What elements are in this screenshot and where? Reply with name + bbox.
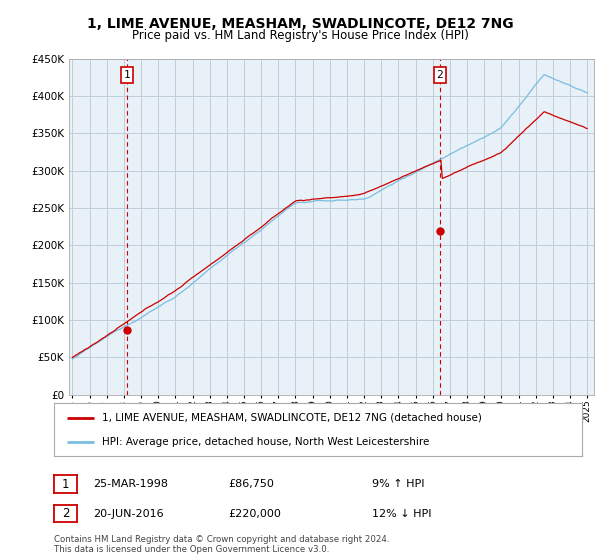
Text: HPI: Average price, detached house, North West Leicestershire: HPI: Average price, detached house, Nort…: [101, 437, 429, 447]
Text: 20-JUN-2016: 20-JUN-2016: [93, 508, 164, 519]
Text: 12% ↓ HPI: 12% ↓ HPI: [372, 508, 431, 519]
Text: 2: 2: [62, 507, 69, 520]
Text: Price paid vs. HM Land Registry's House Price Index (HPI): Price paid vs. HM Land Registry's House …: [131, 29, 469, 42]
Text: 1, LIME AVENUE, MEASHAM, SWADLINCOTE, DE12 7NG (detached house): 1, LIME AVENUE, MEASHAM, SWADLINCOTE, DE…: [101, 413, 481, 423]
Text: £86,750: £86,750: [228, 479, 274, 489]
Text: 1: 1: [124, 70, 130, 80]
Text: 2: 2: [436, 70, 443, 80]
Text: 9% ↑ HPI: 9% ↑ HPI: [372, 479, 425, 489]
Text: 1: 1: [62, 478, 69, 491]
Text: £220,000: £220,000: [228, 508, 281, 519]
Text: 25-MAR-1998: 25-MAR-1998: [93, 479, 168, 489]
Text: Contains HM Land Registry data © Crown copyright and database right 2024.
This d: Contains HM Land Registry data © Crown c…: [54, 535, 389, 554]
Text: 1, LIME AVENUE, MEASHAM, SWADLINCOTE, DE12 7NG: 1, LIME AVENUE, MEASHAM, SWADLINCOTE, DE…: [86, 17, 514, 31]
